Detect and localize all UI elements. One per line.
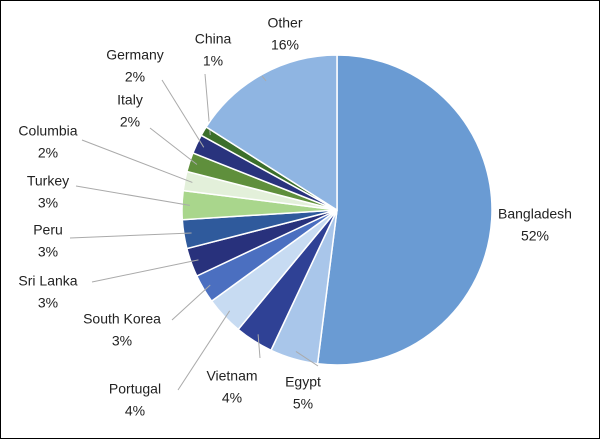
leader-line <box>81 139 193 183</box>
leader-line <box>149 127 198 165</box>
leader-line <box>261 75 267 82</box>
slice-label: Vietnam <box>206 368 257 384</box>
slice-value-label: 3% <box>112 333 132 349</box>
slice-value-label: 2% <box>38 145 58 161</box>
slice-value-label: 4% <box>222 390 242 406</box>
slice-label: Columbia <box>18 123 77 139</box>
slice-label: Other <box>267 15 302 31</box>
slice-value-label: 52% <box>521 228 549 244</box>
slice-value-label: 2% <box>120 114 140 130</box>
slice-label: Italy <box>117 92 143 108</box>
pie-slice <box>205 54 338 212</box>
pie-slice <box>316 54 493 366</box>
slice-label: Sri Lanka <box>18 273 77 289</box>
leader-line <box>91 259 199 283</box>
slice-label: Portugal <box>109 381 161 397</box>
slice-value-label: 5% <box>293 396 313 412</box>
leader-line <box>257 334 261 359</box>
slice-label: Turkey <box>27 173 69 189</box>
slice-value-label: 1% <box>203 53 223 69</box>
slice-label: South Korea <box>83 311 161 327</box>
slice-value-label: 3% <box>38 195 58 211</box>
slice-value-label: 16% <box>271 37 299 53</box>
leader-line <box>161 79 205 148</box>
slice-label: Bangladesh <box>498 206 572 222</box>
slice-label: China <box>195 31 232 47</box>
leader-line <box>177 310 231 391</box>
slice-value-label: 3% <box>38 295 58 311</box>
slice-label: Egypt <box>285 374 321 390</box>
slice-label: Germany <box>106 47 164 63</box>
leader-line <box>171 284 211 321</box>
leader-line <box>75 185 190 206</box>
slice-value-label: 3% <box>38 244 58 260</box>
leader-line <box>69 232 192 239</box>
slice-value-label: 2% <box>125 69 145 85</box>
slice-label: Peru <box>33 222 63 238</box>
slice-value-label: 4% <box>125 403 145 419</box>
leader-line <box>295 350 319 367</box>
